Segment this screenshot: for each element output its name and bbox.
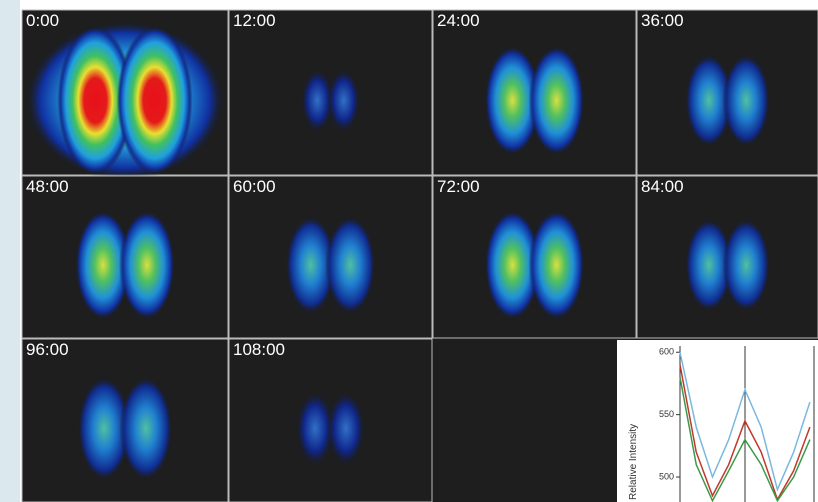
tissue-right [119,210,175,320]
time-label: 24:00 [437,11,480,30]
tissue-right [722,218,770,312]
tissue-left [295,390,335,467]
y-tick-label: 550 [659,409,674,419]
tissue-left [300,67,335,134]
tissue-right [722,53,770,148]
tissue-left [57,26,134,175]
tissue-right [326,390,366,467]
tissue-left [285,215,336,315]
time-label: 72:00 [437,177,480,196]
series-line [679,377,811,502]
tissue-left [77,376,131,481]
time-label: 48:00 [26,177,69,196]
tissue-right [326,67,361,134]
side-strip [0,0,20,502]
tissue-left [484,210,541,320]
y-tick-label: 600 [659,347,674,357]
tissue-right [116,26,193,175]
time-label: 0:00 [26,11,59,30]
panels: 0:00 12:00 24:00 36:00 48:00 60:00 72:00 84:00 9… [21,9,818,502]
time-label: 60:00 [233,177,276,196]
time-label: 12:00 [233,11,276,30]
tissue-right [528,210,585,320]
tissue-right [528,45,585,156]
panel [432,9,637,176]
time-label: 96:00 [26,340,69,359]
tissue-left [685,218,733,312]
tissue-right [325,215,376,315]
time-label: 84:00 [641,177,684,196]
tissue-left [685,53,733,148]
time-label: 108:00 [233,340,285,359]
y-tick-label: 500 [659,471,674,481]
series-line [679,352,811,492]
y-axis-label: Relative Intensity [628,424,639,500]
series-line [679,364,811,502]
chart-bg [617,340,818,502]
tissue-left [75,210,131,320]
tissue-right [119,376,173,481]
inset-chart: Relative Intensity [617,340,818,502]
tissue-left [484,45,541,156]
time-label: 36:00 [641,11,684,30]
